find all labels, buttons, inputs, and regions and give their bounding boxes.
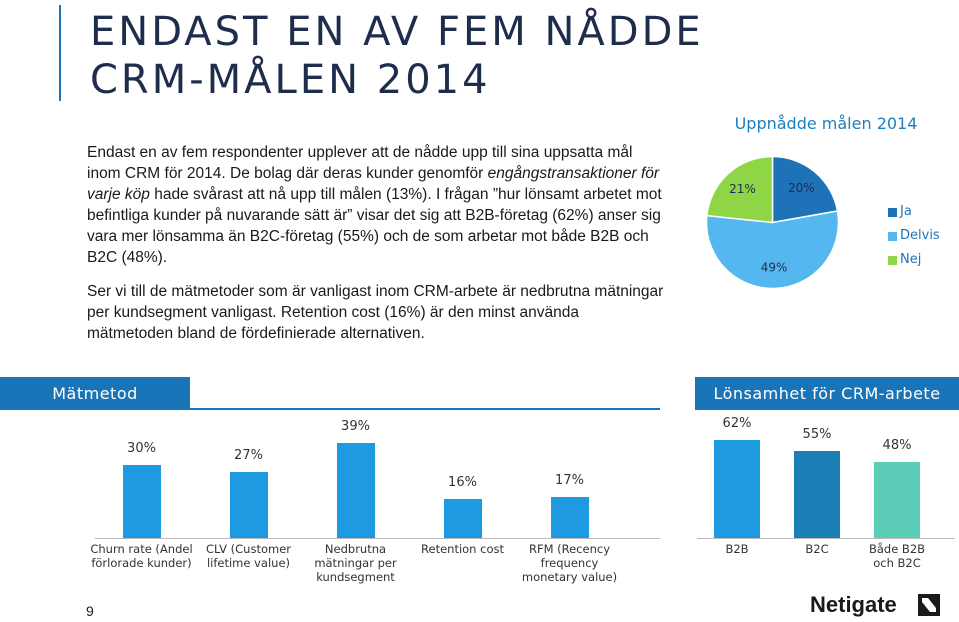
legend-label: Nej [900, 252, 922, 267]
page-number: 9 [86, 603, 94, 619]
legend-label: Ja [900, 204, 912, 219]
category-label: B2C [805, 542, 829, 556]
slice-label: 20% [788, 181, 815, 195]
category-label: RFM (Recency frequency monetary value) [521, 542, 618, 584]
bar [336, 443, 375, 538]
legend-swatch [888, 256, 897, 265]
value-label: 30% [127, 440, 156, 456]
paragraph: Ser vi till de mätmetoder som är vanliga… [87, 283, 664, 342]
accent-line [59, 5, 61, 101]
category-label: Nedbrutna mätningar per kundsegment [314, 542, 397, 584]
chart-title: Uppnådde målen 2014 [734, 114, 918, 133]
slide-title: ENDAST EN AV FEM NÅDDE CRM-MÅLEN 2014 [90, 8, 704, 104]
baseline [95, 538, 660, 539]
bar [229, 472, 268, 538]
legend-swatch [888, 208, 897, 217]
value-label: 48% [882, 438, 912, 454]
bar [714, 440, 760, 538]
pie-slice [771, 155, 839, 224]
header-rule [0, 408, 660, 410]
value-label: 39% [341, 419, 370, 434]
baseline [697, 538, 955, 539]
pie-slice [705, 210, 840, 290]
chart-title: Mätmetod [0, 377, 190, 410]
category-label: CLV (Customer lifetime value) [205, 542, 292, 570]
title-line: CRM-MÅLEN 2014 [90, 57, 491, 103]
paragraph: Endast en av fem respondenter upplever a… [87, 142, 667, 268]
logo-icon [918, 594, 940, 616]
pie-chart: 20% 49% 21% [705, 155, 840, 290]
bar [794, 451, 840, 538]
text-italic: engångstransaktioner för varje köp [87, 165, 660, 203]
text: hade svårast att nå upp till målen (13%)… [87, 186, 662, 266]
logo-text: Netigate [810, 592, 897, 617]
title-line: ENDAST EN AV FEM NÅDDE [90, 9, 704, 55]
value-label: 62% [722, 416, 752, 431]
slice-label: 49% [761, 260, 788, 274]
category-label: B2B [725, 542, 749, 556]
text: Endast en av fem respondenter upplever a… [87, 144, 633, 182]
legend-swatch [888, 232, 897, 241]
pie-slice [706, 155, 774, 224]
value-label: 27% [234, 448, 263, 464]
bar [122, 464, 161, 538]
value-label: 55% [802, 427, 832, 443]
value-label: 16% [448, 475, 477, 491]
bar [874, 462, 920, 538]
category-label: Retention cost [421, 542, 504, 556]
legend-label: Delvis [900, 228, 940, 243]
category-label: Både B2B och B2C [868, 542, 926, 570]
bar [443, 499, 482, 538]
bar [550, 496, 589, 538]
chart-title: Lönsamhet för CRM-arbete [695, 377, 959, 410]
slice-label: 21% [729, 182, 756, 196]
value-label: 17% [555, 472, 584, 488]
category-label: Churn rate (Andel förlorade kunder) [90, 542, 193, 570]
